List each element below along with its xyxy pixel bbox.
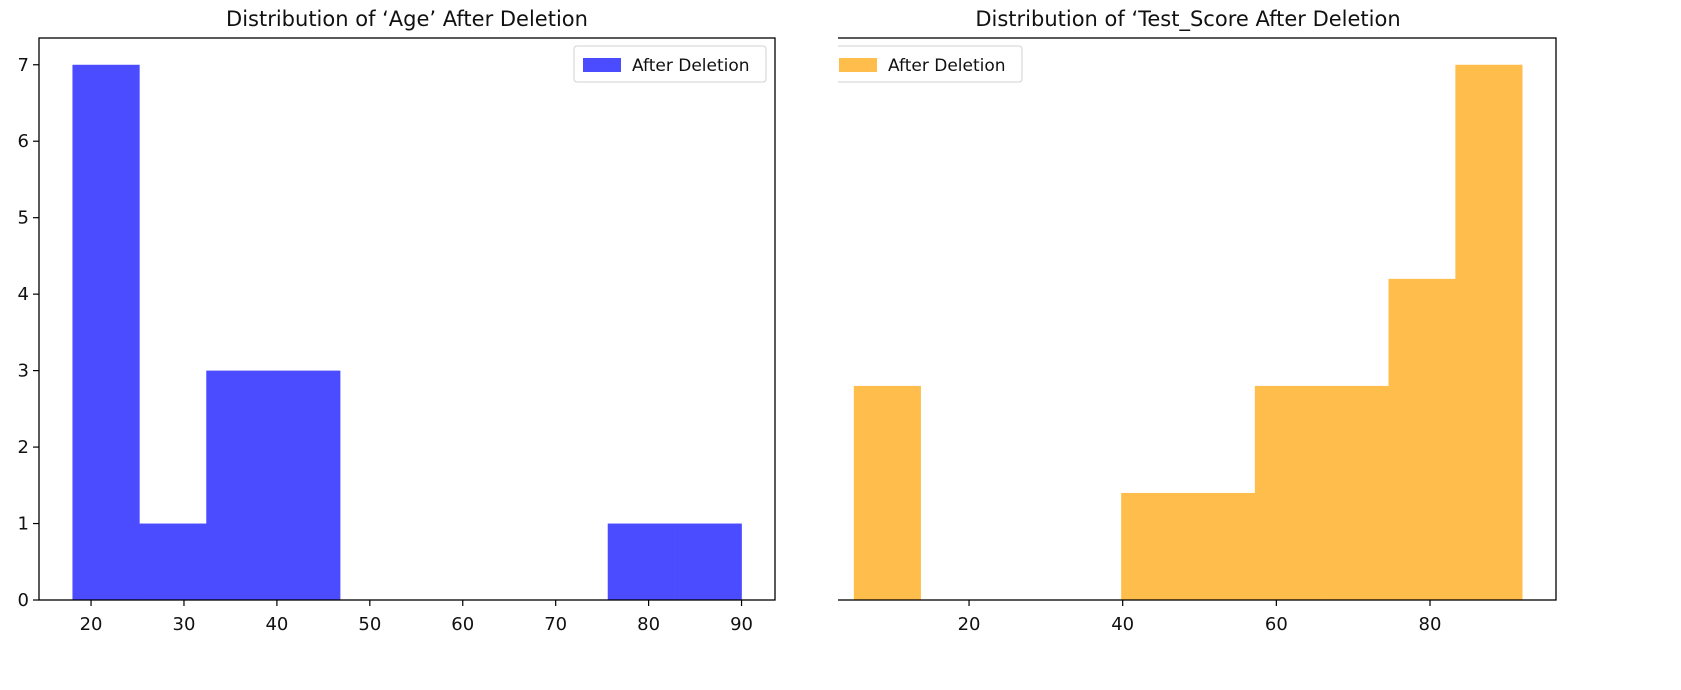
histogram-bar: [1321, 385, 1389, 600]
legend-swatch: [583, 58, 621, 72]
histogram-bar: [72, 64, 140, 600]
y-tick-label: 2: [18, 437, 29, 458]
y-tick-label: 4: [18, 284, 29, 305]
legend: After Deletion: [829, 45, 1023, 83]
age-histogram-panel: Distribution of ‘Age’ After Deletion 20 30…: [0, 0, 838, 690]
x-tick-label: 20: [80, 614, 103, 635]
x-tick-label: 50: [358, 614, 381, 635]
histogram-bar: [1455, 64, 1523, 600]
chart-title: Distribution of ‘Test_Score After Deleti…: [975, 7, 1400, 32]
legend-swatch: [839, 58, 877, 72]
x-tick-label: 80: [1419, 614, 1442, 635]
y-tick-label: 0: [18, 590, 29, 611]
y-tick-label: 3: [18, 361, 29, 382]
x-tick-label: 90: [730, 614, 753, 635]
x-tick-label: 30: [173, 614, 196, 635]
histogram-bar: [1121, 492, 1189, 600]
legend-label: After Deletion: [632, 56, 750, 76]
test-score-histogram-chart: Distribution of ‘Test_Score After Deleti…: [799, 7, 1557, 635]
histogram-bar: [139, 523, 207, 600]
histogram-bar: [273, 370, 341, 600]
x-tick-label: 60: [451, 614, 474, 635]
histogram-bar: [206, 370, 274, 600]
y-tick-label: 6: [18, 131, 29, 152]
chart-title: Distribution of ‘Age’ After Deletion: [226, 7, 588, 31]
x-tick-label: 60: [1265, 614, 1288, 635]
x-tick-label: 80: [637, 614, 660, 635]
histogram-bar: [607, 523, 675, 600]
y-tick-label: 5: [18, 208, 29, 229]
x-tick-label: 40: [1111, 614, 1134, 635]
legend: After Deletion: [573, 45, 767, 83]
histogram-bar: [1254, 385, 1322, 600]
legend-box: [573, 45, 767, 83]
x-tick-label: 40: [265, 614, 288, 635]
histogram-bar: [1388, 278, 1456, 600]
x-tick-label: 70: [544, 614, 567, 635]
axes-frame: [38, 37, 776, 601]
y-tick-label: 7: [18, 55, 29, 76]
test-score-histogram-panel: Distribution of ‘Test_Score After Deleti…: [799, 0, 1681, 690]
histogram-bar: [674, 523, 742, 600]
legend-label: After Deletion: [888, 56, 1006, 76]
x-tick-label: 20: [958, 614, 981, 635]
histogram-bar: [1188, 492, 1256, 600]
y-tick-label: 1: [18, 514, 29, 535]
histogram-bar: [853, 385, 921, 600]
